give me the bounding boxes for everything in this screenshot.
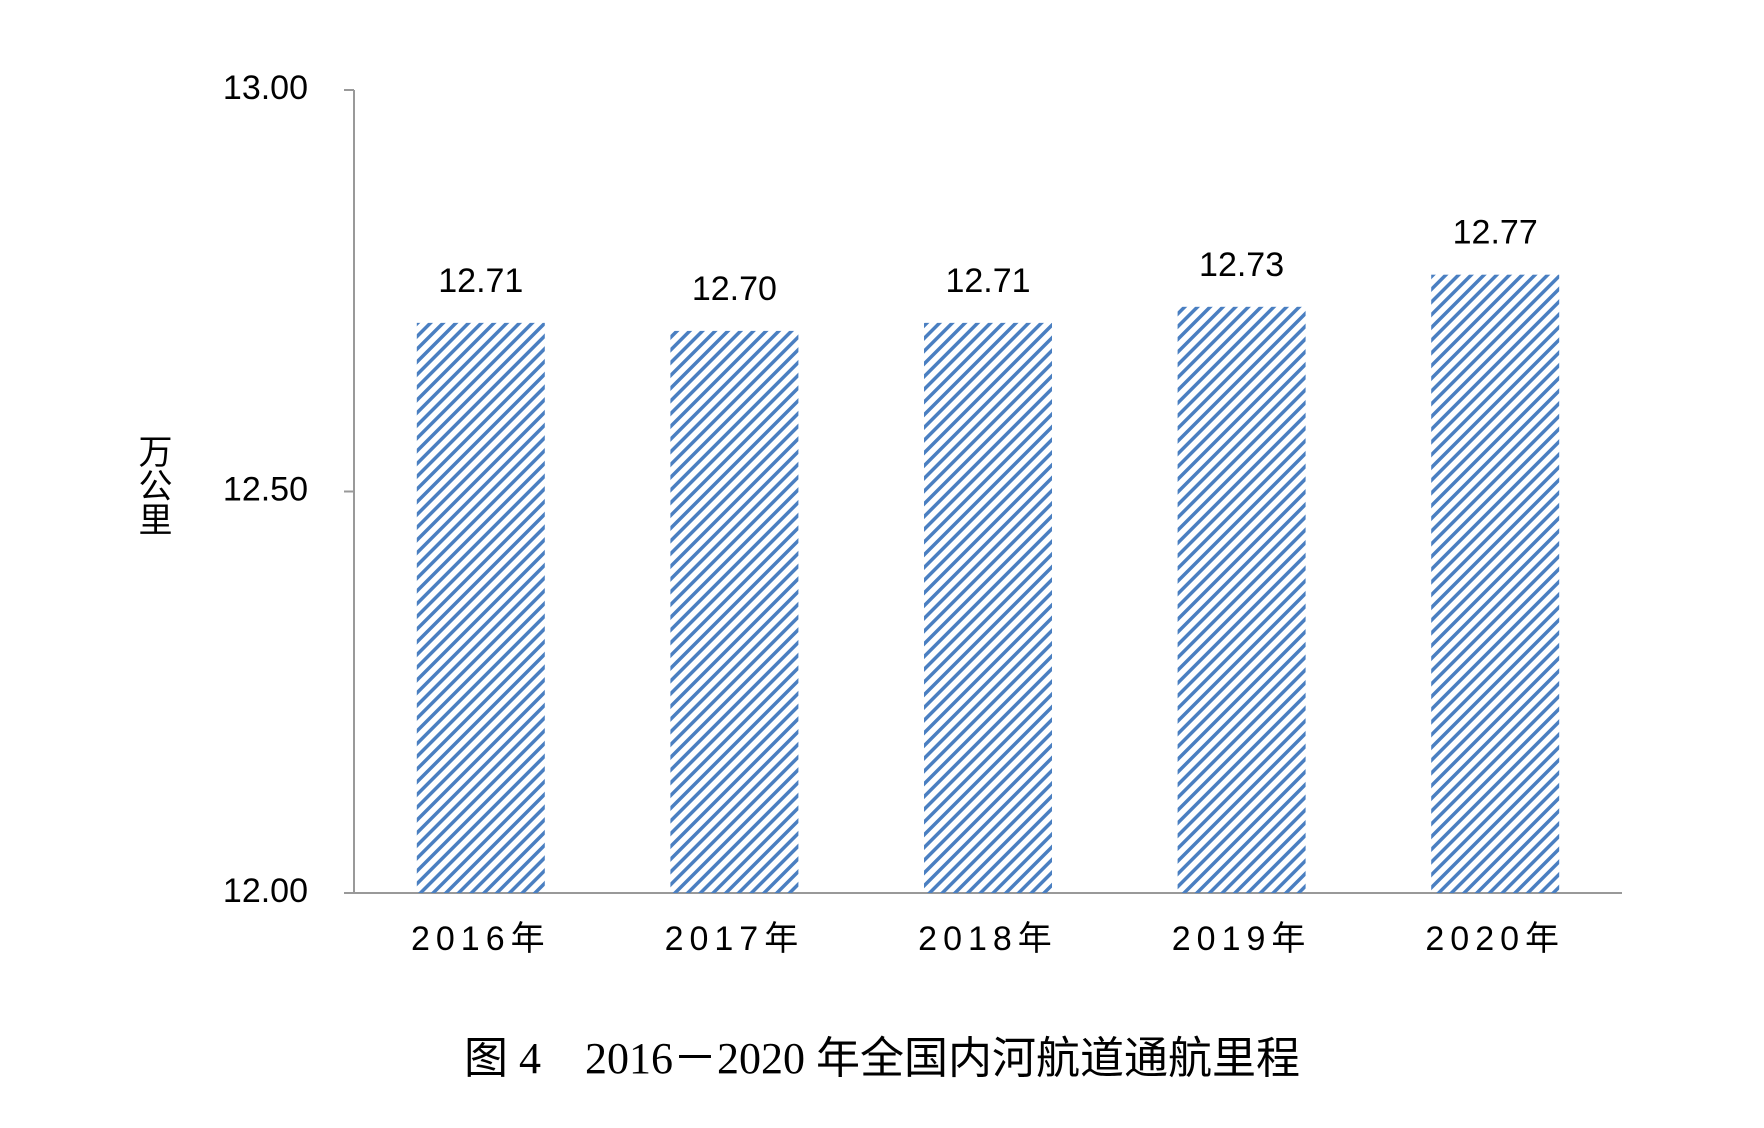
bar — [670, 330, 799, 893]
value-label: 12.77 — [1453, 214, 1538, 252]
x-tick-label: 2019年 — [1172, 920, 1312, 958]
value-label: 12.71 — [438, 262, 523, 300]
bar — [1431, 274, 1560, 893]
y-axis-label: 万公里 — [133, 434, 171, 536]
value-label: 12.73 — [1199, 246, 1284, 284]
x-tick-label: 2020年 — [1425, 920, 1565, 958]
y-tick-label: 12.00 — [223, 872, 308, 910]
x-tick-label: 2018年 — [918, 920, 1058, 958]
value-label: 12.71 — [945, 262, 1030, 300]
y-tick-label: 12.50 — [223, 470, 308, 508]
chart-title: 图 4 2016－2020 年全国内河航道通航里程 — [464, 1034, 1300, 1083]
bar — [416, 322, 545, 893]
x-tick-label: 2017年 — [665, 920, 805, 958]
bar — [924, 322, 1052, 893]
y-tick-label: 13.00 — [223, 69, 308, 107]
value-label: 12.70 — [692, 270, 777, 308]
bar — [1177, 306, 1306, 893]
x-tick-label: 2016年 — [411, 920, 551, 958]
